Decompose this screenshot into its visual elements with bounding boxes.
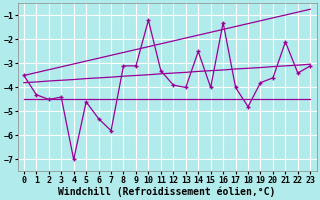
X-axis label: Windchill (Refroidissement éolien,°C): Windchill (Refroidissement éolien,°C) bbox=[58, 186, 276, 197]
